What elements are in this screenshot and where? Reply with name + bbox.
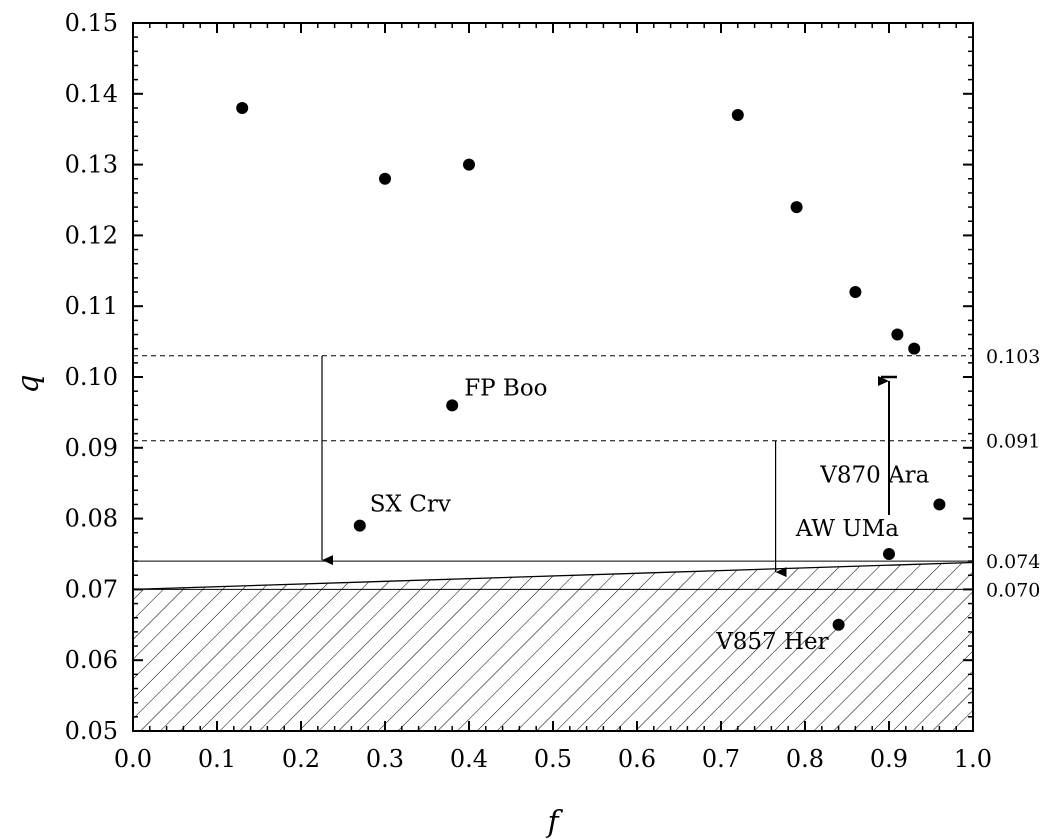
data-point xyxy=(908,342,921,355)
data-point xyxy=(849,286,862,299)
data-point xyxy=(933,498,946,511)
y-tick-label: 0.07 xyxy=(65,575,118,603)
data-point xyxy=(891,328,904,341)
y-tick-label: 0.11 xyxy=(65,292,118,320)
x-tick-label: 0.3 xyxy=(366,745,404,773)
y-tick-label: 0.12 xyxy=(65,221,118,249)
point-label: AW UMa xyxy=(795,516,900,542)
x-tick-label: 0.5 xyxy=(534,745,572,773)
y-tick-label: 0.15 xyxy=(65,9,118,37)
data-point xyxy=(883,548,895,560)
x-axis-title: f xyxy=(545,805,563,839)
boundary-line xyxy=(132,561,974,591)
data-point xyxy=(832,618,845,631)
y-tick-label: 0.10 xyxy=(65,363,118,391)
data-point xyxy=(379,172,391,185)
y-tick-label: 0.08 xyxy=(65,505,118,533)
data-point xyxy=(236,101,249,114)
x-tick-label: 0.9 xyxy=(870,745,908,773)
point-label: V870 Ara xyxy=(819,462,929,488)
reference-line-label: 0.070 xyxy=(986,579,1040,601)
y-tick-label: 0.05 xyxy=(65,717,118,745)
x-tick-label: 0.4 xyxy=(450,745,488,773)
x-tick-label: 0.2 xyxy=(282,745,320,773)
data-point xyxy=(790,201,803,214)
x-tick-label: 0.8 xyxy=(786,745,824,773)
point-label: V857 Her xyxy=(715,629,828,655)
data-point xyxy=(446,399,459,412)
point-label: SX Crv xyxy=(370,492,451,518)
x-tick-label: 0.6 xyxy=(618,745,656,773)
reference-line-label: 0.091 xyxy=(986,431,1040,453)
x-tick-label: 0.0 xyxy=(114,745,152,773)
y-axis-title: q xyxy=(11,374,46,393)
y-tick-label: 0.09 xyxy=(65,434,118,462)
x-tick-label: 1.0 xyxy=(954,745,992,773)
data-point xyxy=(731,109,744,122)
reference-line-label: 0.074 xyxy=(986,551,1040,573)
y-tick-label: 0.13 xyxy=(65,151,118,179)
hatched-region xyxy=(133,562,973,731)
point-label: FP Boo xyxy=(464,375,547,401)
y-tick-label: 0.06 xyxy=(65,646,118,674)
data-point xyxy=(463,158,475,171)
reference-line-label: 0.103 xyxy=(986,346,1040,368)
data-point xyxy=(353,519,366,532)
x-tick-label: 0.7 xyxy=(702,745,740,773)
y-tick-label: 0.14 xyxy=(65,80,118,108)
x-tick-label: 0.1 xyxy=(198,745,236,773)
